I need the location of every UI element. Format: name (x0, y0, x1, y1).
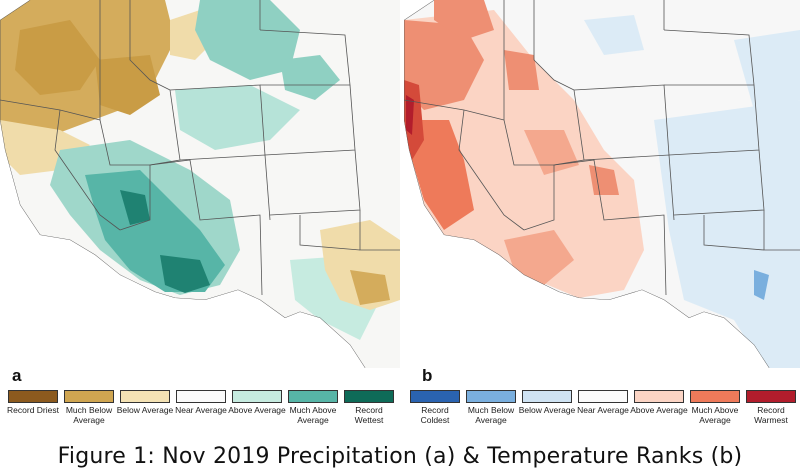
precipitation-map (0, 0, 400, 368)
legend-swatch (690, 390, 740, 403)
legend-swatch (176, 390, 226, 403)
legend-label: Near Average (175, 405, 227, 415)
legend-label: Above Average (228, 405, 286, 415)
legend-item-record-coldest: Record Coldest (408, 390, 464, 440)
legend-label: Record Warmest (754, 405, 788, 425)
legend-item-above-average: Above Average (228, 390, 286, 440)
legend-item-above-average: Above Average (630, 390, 688, 440)
legend-item-below-average: Below Average (116, 390, 174, 440)
legend-label: Above Average (630, 405, 688, 415)
legend-item-much-above-average: Much Above Average (286, 390, 342, 440)
legend-item-much-above-average: Much Above Average (688, 390, 744, 440)
legend-label: Much Below Average (65, 405, 113, 425)
temperature-map (404, 0, 800, 368)
legend-item-near-average: Near Average (174, 390, 230, 440)
legend-label: Record Wettest (354, 405, 384, 425)
legend-swatch (410, 390, 460, 403)
legend-swatch (8, 390, 58, 403)
legend-swatch (466, 390, 516, 403)
figure-caption: Figure 1: Nov 2019 Precipitation (a) & T… (57, 444, 743, 469)
legend-swatch (344, 390, 394, 403)
temperature-legend: Record Coldest Much Below Average Below … (408, 390, 800, 440)
panel-b-letter: b (422, 366, 433, 385)
legend-item-record-driest: Record Driest (6, 390, 62, 440)
legend-label: Below Average (116, 405, 174, 415)
legend-label: Near Average (577, 405, 629, 415)
legend-swatch (288, 390, 338, 403)
legend-item-record-wettest: Record Wettest (342, 390, 398, 440)
legend-label: Much Above Average (289, 405, 337, 425)
legend-label: Below Average (518, 405, 576, 415)
legend-item-below-average: Below Average (518, 390, 576, 440)
legend-label: Much Below Average (467, 405, 515, 425)
legend-item-near-average: Near Average (576, 390, 632, 440)
legend-swatch (64, 390, 114, 403)
legend-item-record-warmest: Record Warmest (744, 390, 800, 440)
legend-item-much-below-average: Much Below Average (62, 390, 118, 440)
legend-item-much-below-average: Much Below Average (464, 390, 520, 440)
legend-swatch (232, 390, 282, 403)
legend-swatch (746, 390, 796, 403)
panel-a-letter: a (12, 366, 22, 385)
legend-swatch (578, 390, 628, 403)
temperature-map-graphic (404, 0, 800, 368)
precipitation-legend: Record Driest Much Below Average Below A… (6, 390, 398, 440)
legend-swatch (634, 390, 684, 403)
legend-label: Record Driest (7, 405, 59, 415)
legend-swatch (120, 390, 170, 403)
legend-swatch (522, 390, 572, 403)
precipitation-map-graphic (0, 0, 400, 368)
legend-label: Much Above Average (691, 405, 739, 425)
legend-label: Record Coldest (420, 405, 450, 425)
